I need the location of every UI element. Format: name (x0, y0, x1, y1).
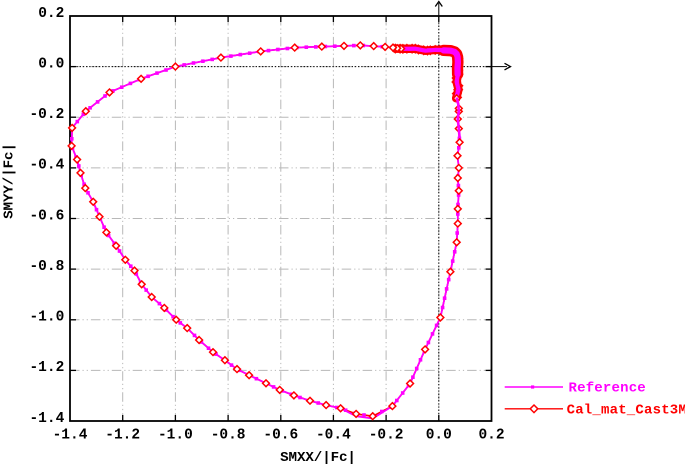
svg-text:-0.2: -0.2 (369, 428, 404, 444)
svg-text:-0.4: -0.4 (29, 158, 64, 174)
svg-text:-0.8: -0.8 (211, 428, 246, 444)
svg-text:Cal_mat_Cast3M: Cal_mat_Cast3M (567, 403, 685, 419)
svg-text:SMYY/|Fc|: SMYY/|Fc| (2, 143, 18, 219)
svg-text:0.0: 0.0 (426, 428, 452, 444)
svg-text:0.2: 0.2 (38, 6, 64, 22)
svg-text:-1.0: -1.0 (158, 428, 193, 444)
svg-text:Reference: Reference (569, 381, 646, 397)
svg-text:0.2: 0.2 (478, 428, 504, 444)
svg-text:-0.6: -0.6 (263, 428, 298, 444)
svg-text:-1.2: -1.2 (29, 360, 64, 376)
svg-text:-0.6: -0.6 (29, 208, 64, 224)
svg-text:SMXX/|Fc|: SMXX/|Fc| (280, 450, 356, 465)
svg-text:-1.4: -1.4 (53, 428, 88, 444)
svg-text:-0.4: -0.4 (316, 428, 351, 444)
svg-text:-1.0: -1.0 (29, 310, 64, 326)
svg-text:-1.2: -1.2 (105, 428, 140, 444)
svg-text:-0.8: -0.8 (29, 259, 64, 275)
svg-text:-1.4: -1.4 (29, 411, 64, 427)
svg-text:0.0: 0.0 (38, 56, 64, 72)
svg-text:-0.2: -0.2 (29, 107, 64, 123)
